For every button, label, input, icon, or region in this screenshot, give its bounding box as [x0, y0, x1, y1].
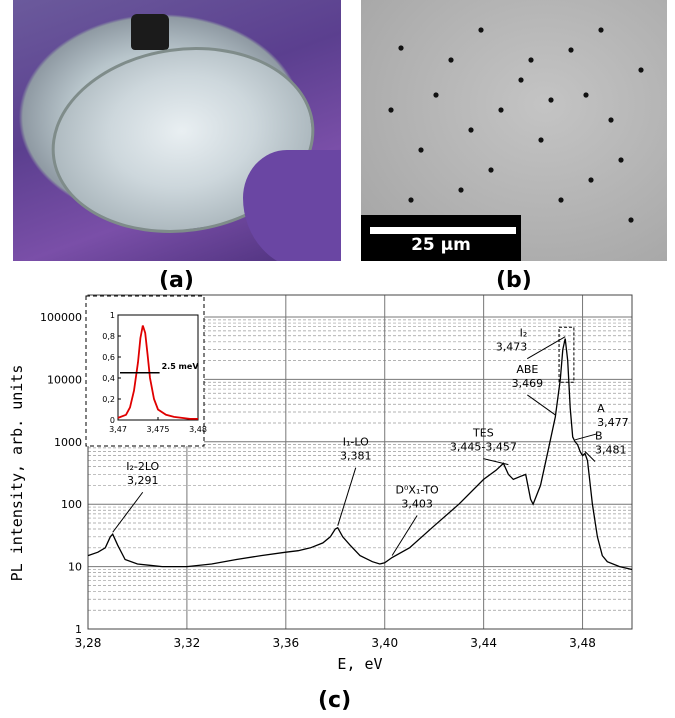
defect-dot [418, 147, 424, 153]
annotation-label: TES [472, 427, 494, 440]
peak-highlight-box [558, 326, 575, 383]
fwhm-label: 2.5 meV [162, 362, 200, 371]
annotation-value: 3,473 [496, 341, 528, 354]
inset-y-tick-label: 1 [110, 311, 115, 320]
annotation-label: I₁-LO [343, 436, 369, 449]
y-tick-label: 100000 [40, 311, 82, 324]
annotation-value: 3,381 [340, 450, 372, 463]
inset-x-tick-label: 3,475 [147, 425, 170, 434]
panel-label-a: (a) [159, 268, 194, 293]
x-tick-label: 3,48 [569, 636, 596, 650]
annotation-value: 3,469 [512, 377, 544, 390]
photo-crystal-wafer [13, 0, 341, 261]
defect-dot [618, 157, 624, 163]
y-tick-label: 1000 [54, 436, 82, 449]
x-tick-label: 3,44 [470, 636, 497, 650]
y-axis-label: PL intensity, arb. units [8, 365, 26, 582]
photo-microscope-surface: 25 µm [361, 0, 667, 261]
y-tick-label: 100 [61, 498, 82, 511]
defect-dot [433, 92, 439, 98]
scale-bar-background [361, 215, 521, 261]
defect-dot [583, 92, 589, 98]
annotation-value: 3,445-3,457 [450, 441, 517, 454]
annotation-label: I₂-2LO [126, 460, 159, 473]
annotation-value: 3,477 [597, 416, 629, 429]
inset-y-tick-label: 0,4 [102, 374, 115, 383]
defect-dot [488, 167, 494, 173]
annotation-pointer [112, 491, 144, 533]
glove [243, 150, 341, 261]
panel-label-b: (b) [496, 268, 532, 293]
annotation-pointer [337, 467, 357, 526]
inset-peak-line [117, 325, 198, 420]
defect-dot [448, 57, 454, 63]
annotation-value: 3,481 [595, 443, 627, 456]
x-tick-label: 3,28 [75, 636, 102, 650]
annotation-label: A [597, 402, 605, 415]
defect-dot [558, 197, 564, 203]
defect-dots [388, 27, 644, 223]
defect-dot [548, 97, 554, 103]
x-tick-label: 3,32 [174, 636, 201, 650]
scale-bar-label: 25 µm [411, 235, 471, 255]
annotation-label: B [595, 429, 603, 442]
vial-cap [131, 14, 169, 50]
defect-dot [628, 217, 634, 223]
defect-dot [518, 77, 524, 83]
defect-dot [478, 27, 484, 33]
annotation-pointer [391, 515, 418, 556]
x-tick-label: 3,40 [371, 636, 398, 650]
defect-dot [588, 177, 594, 183]
defect-dot [568, 47, 574, 53]
annotation-pointer [584, 451, 596, 462]
y-tick-label: 10000 [47, 373, 82, 386]
defect-dot [458, 187, 464, 193]
defect-dot [398, 45, 404, 51]
defect-dot [598, 27, 604, 33]
annotation-pointer [574, 433, 598, 441]
y-tick-label: 10 [68, 561, 82, 574]
plot-frame [87, 294, 633, 630]
defect-dot [468, 127, 474, 133]
annotation-label: D⁰X₁-TO [396, 483, 440, 496]
defect-dot [498, 107, 504, 113]
x-tick-label: 3,36 [272, 636, 299, 650]
defect-dot [608, 117, 614, 123]
annotation-label: I₂ [520, 327, 528, 340]
defect-dot [638, 67, 644, 73]
y-tick-label: 1 [75, 623, 82, 636]
defect-dot [408, 197, 414, 203]
defect-dot [538, 137, 544, 143]
defect-dot [388, 107, 394, 113]
defect-dot [528, 57, 534, 63]
scale-bar [370, 227, 516, 234]
inset-y-tick-label: 0 [110, 416, 115, 425]
annotation-pointer [483, 458, 509, 466]
x-axis-label: E, eV [337, 655, 382, 673]
panel-label-c: (c) [318, 688, 352, 713]
inset-y-tick-label: 0,8 [102, 332, 115, 341]
inset-y-tick-label: 0,6 [102, 353, 115, 362]
annotation-value: 3,403 [401, 497, 433, 510]
pl-spectrum-line [87, 338, 633, 571]
inset-x-tick-label: 3,47 [109, 425, 127, 434]
inset-x-tick-label: 3,48 [189, 425, 207, 434]
annotation-label: ABE [516, 363, 538, 376]
inset-frame [85, 295, 205, 447]
annotation-pointer [527, 394, 556, 416]
annotation-value: 3,291 [127, 474, 159, 487]
inset-y-tick-label: 0,2 [102, 395, 115, 404]
